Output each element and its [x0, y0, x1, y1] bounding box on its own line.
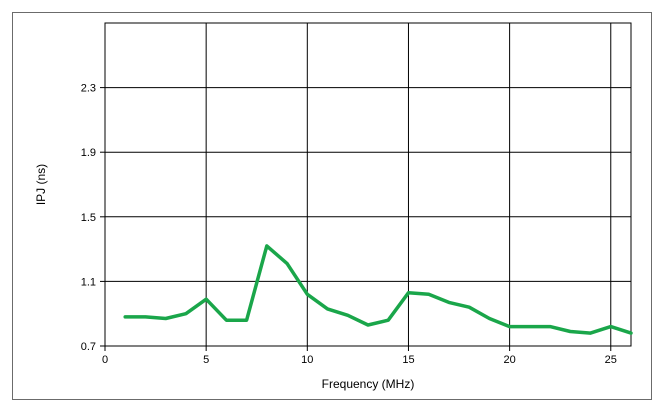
x-tick-label: 20 [503, 354, 515, 366]
x-tick-label: 15 [402, 354, 414, 366]
x-axis-label: Frequency (MHz) [322, 377, 415, 391]
series-group [123, 244, 633, 335]
chart-frame [12, 12, 652, 400]
x-tick-label: 25 [605, 354, 617, 366]
x-axis-ticks: 0 5 10 15 20 25 [102, 346, 617, 366]
plot-area-border [104, 22, 632, 347]
series-line [123, 244, 633, 335]
x-tick-label: 5 [203, 354, 209, 366]
x-tick-label: 0 [102, 354, 108, 366]
y-tick-label: 1.9 [81, 147, 96, 159]
y-tick-label: 1.1 [81, 276, 96, 288]
y-axis-ticks: 0.7 1.1 1.5 1.9 2.3 [81, 83, 105, 353]
y-tick-label: 2.3 [81, 83, 96, 95]
y-tick-label: 0.7 [81, 341, 96, 353]
y-axis-label: IPJ (ns) [34, 164, 48, 205]
x-tick-label: 10 [301, 354, 313, 366]
y-tick-label: 1.5 [81, 212, 96, 224]
grid [105, 23, 631, 346]
